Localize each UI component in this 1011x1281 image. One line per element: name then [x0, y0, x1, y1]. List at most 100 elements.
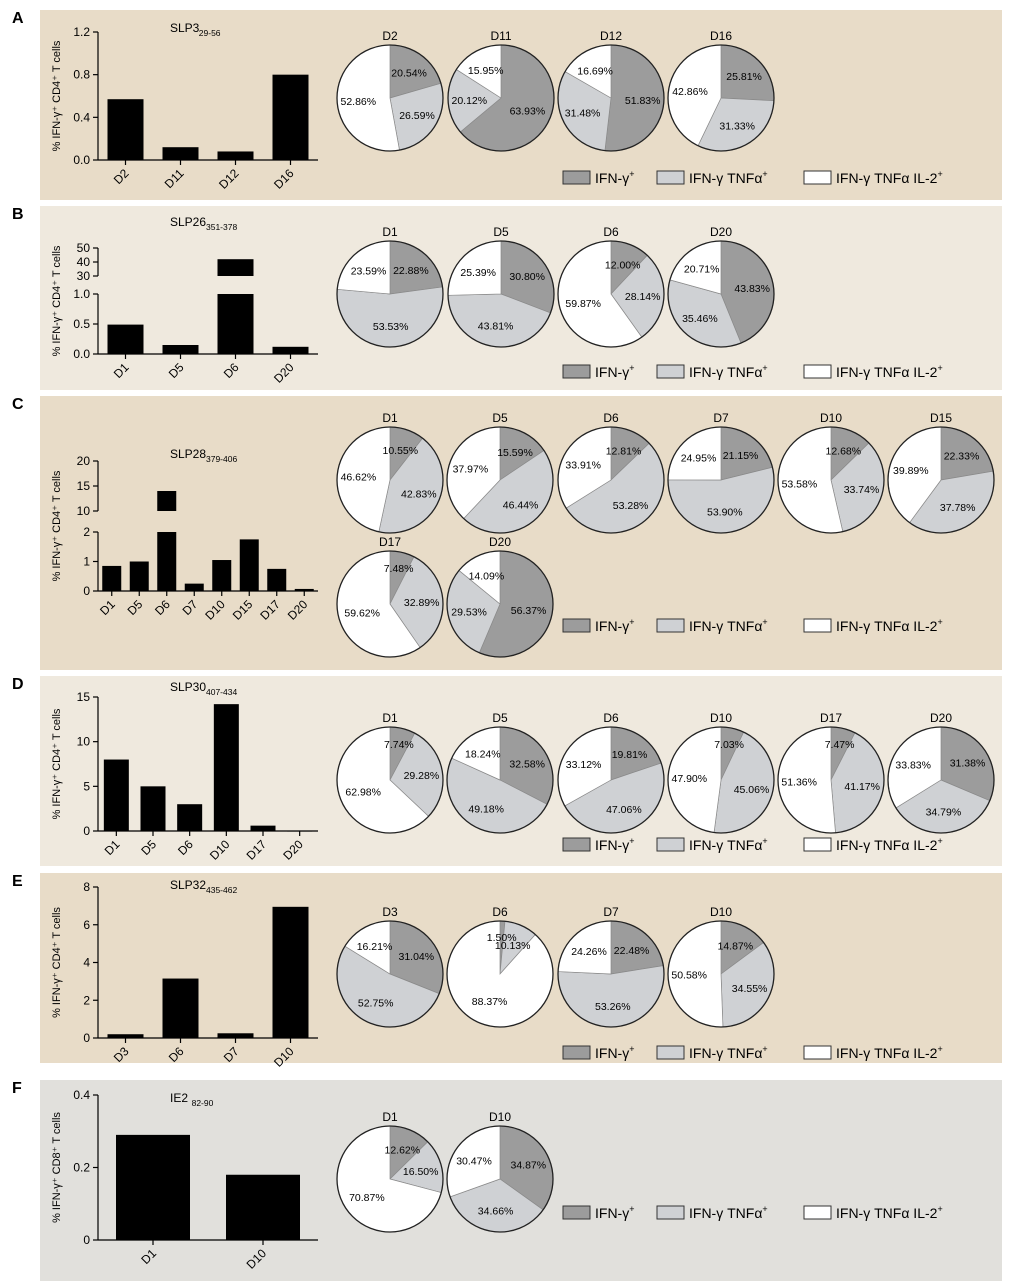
bar	[103, 759, 129, 831]
pie-chart-d2: D2 20.54% 26.59% 52.86%	[336, 29, 444, 152]
pie-chart-d6: D6 12.81% 53.28% 33.91%	[557, 411, 665, 534]
pie-chart-d3: D3 31.04% 52.75% 16.21%	[336, 905, 444, 1028]
pie-chart-d16: D16 25.81% 31.33% 42.86%	[667, 29, 775, 152]
y-tick-label: 0.8	[73, 68, 90, 82]
pie-slice-tnf-label: 29.28%	[404, 770, 440, 782]
panel-letter: D	[12, 676, 24, 693]
pie-slice-ifn-label: 31.04%	[398, 951, 434, 963]
pie-slice-il2-label: 47.90%	[671, 773, 707, 785]
y-tick-label: 6	[83, 918, 90, 932]
pie-chart-d1: D1 12.62% 16.50% 70.87%	[336, 1110, 444, 1233]
legend-swatch	[803, 170, 832, 185]
pie-chart-d7: D7 22.48% 53.26% 24.26%	[557, 905, 665, 1028]
pie-outline	[336, 240, 444, 348]
pie-chart-d7: D7 21.15% 53.90% 24.95%	[667, 411, 775, 534]
pie-slice-il2-label: 88.37%	[472, 996, 508, 1008]
y-tick-label: 15	[77, 690, 91, 704]
pie-slice-ifn-label: 12.68%	[825, 446, 861, 458]
pie-outline	[557, 920, 665, 1028]
pie-slice-ifn-label: 31.38%	[950, 757, 986, 769]
pie-outline	[447, 240, 555, 348]
y-tick-label: 0	[83, 584, 90, 598]
pie-outline	[887, 426, 995, 534]
pie-outline	[336, 920, 444, 1028]
pie-slice-il2-label: 59.62%	[344, 608, 380, 620]
bar-upper	[157, 491, 177, 511]
pie-chart-d1: D1 22.88% 53.53% 23.59%	[336, 225, 444, 348]
pie-legend: IFN-γ+ IFN-γ TNFα+ IFN-γ TNFα IL-2+	[562, 363, 943, 380]
legend-label: IFN-γ TNFα IL-2+	[836, 836, 943, 853]
y-axis-label: % IFN-γ⁺ CD4⁺ T cells	[51, 40, 63, 151]
pie-slice-tnf-label: 53.26%	[595, 1001, 631, 1013]
pie-slice-ifn-label: 34.87%	[510, 1159, 546, 1171]
pie-donor-label: D1	[382, 225, 398, 239]
y-axis-label: % IFN-γ⁺ CD4⁺ T cells	[51, 470, 63, 581]
pie-donor-label: D6	[603, 225, 619, 239]
bar	[213, 704, 239, 831]
pie-slice-tnf-label: 34.55%	[732, 983, 768, 995]
pie-outline	[336, 426, 444, 534]
pie-chart-d6: D6 19.81% 47.06% 33.12%	[557, 711, 665, 834]
legend-swatch	[803, 1205, 832, 1220]
pie-slice-tnf-label: 35.46%	[682, 313, 718, 325]
pie-slice-tnf-label: 34.79%	[926, 807, 962, 819]
pie-chart-d1: D1 10.55% 42.83% 46.62%	[336, 411, 444, 534]
y-tick-label: 0	[83, 1233, 90, 1247]
pie-slice-il2-label: 18.24%	[465, 748, 501, 760]
y-axis-label: % IFN-γ⁺ CD4⁺ T cells	[51, 708, 63, 819]
pie-slice-il2-label: 33.83%	[895, 760, 931, 772]
pie-donor-label: D20	[930, 711, 952, 725]
pie-chart-d6: D6 1.50%10.13% 88.37%	[446, 905, 554, 1028]
pie-donor-label: D1	[382, 1110, 398, 1124]
pie-chart-d20: D20 43.83% 35.46% 20.71%	[667, 225, 775, 348]
legend-label: IFN-γ+	[595, 836, 634, 853]
legend-swatch	[656, 837, 685, 852]
pie-slice-il2-label: 24.26%	[571, 946, 607, 958]
pie-slice-ifn-label: 14.87%	[717, 941, 753, 953]
legend-item-ifn: IFN-γ+	[562, 1044, 634, 1061]
pie-legend: IFN-γ+ IFN-γ TNFα+ IFN-γ TNFα IL-2+	[562, 169, 943, 186]
y-tick-label: 0.4	[73, 110, 90, 124]
bar	[157, 532, 177, 591]
y-tick-label: 0.0	[73, 347, 90, 361]
y-axis-label: % IFN-γ⁺ CD4⁺ T cells	[51, 907, 63, 1018]
legend-item-ifn: IFN-γ+	[562, 363, 634, 380]
pie-chart-d11: D11 63.93% 20.12% 15.95%	[447, 29, 555, 152]
pie-donor-label: D20	[710, 225, 732, 239]
y-tick-label: 20	[77, 454, 91, 468]
pie-donor-label: D3	[382, 905, 398, 919]
y-tick-label: 1.2	[73, 25, 90, 39]
legend-label: IFN-γ TNFα+	[689, 617, 768, 634]
pie-donor-label: D10	[489, 1110, 511, 1124]
bar	[116, 1134, 190, 1240]
peptide-subscript: 407-434	[206, 687, 237, 697]
pie-slice-tnf-label: 41.17%	[844, 781, 880, 793]
pie-donor-label: D16	[710, 29, 732, 43]
pie-slice-tnf-label: 53.90%	[707, 507, 743, 519]
pie-chart-d5: D5 32.58% 49.18% 18.24%	[446, 711, 554, 834]
y-tick-label: 0.2	[73, 1161, 90, 1175]
pie-slice-il2-label: 42.86%	[672, 86, 708, 98]
pie-slice-tnf-label: 33.74%	[844, 484, 880, 496]
pie-slice-il2-label: 50.58%	[671, 970, 707, 982]
peptide-subscript: 29-56	[199, 28, 221, 38]
pie-donor-label: D17	[820, 711, 842, 725]
pie-slice-ifn-label: 22.88%	[393, 265, 429, 277]
pie-chart-d15: D15 22.33% 37.78% 39.89%	[887, 411, 995, 534]
pie-donor-label: D10	[710, 905, 732, 919]
legend-label: IFN-γ TNFα IL-2+	[836, 1204, 943, 1221]
pie-outline	[667, 426, 775, 534]
pie-slice-il2-label: 23.59%	[351, 266, 387, 278]
pie-slice-il2-label: 37.97%	[453, 463, 489, 475]
pie-slice-ifn-label: 7.48%	[384, 563, 414, 575]
pie-slice-il2-label: 52.86%	[340, 96, 376, 108]
pie-outline	[336, 44, 444, 152]
peptide-title: SLP26	[170, 215, 206, 229]
legend-item-ifn-tnf-il2: IFN-γ TNFα IL-2+	[803, 363, 943, 380]
pie-slice-tnf-label: 53.28%	[613, 500, 649, 512]
legend-label: IFN-γ TNFα IL-2+	[836, 617, 943, 634]
legend-item-ifn-tnf: IFN-γ TNFα+	[656, 1204, 768, 1221]
y-tick-label: 0.4	[73, 1088, 90, 1102]
pie-slice-ifn-label: 25.81%	[726, 71, 762, 83]
